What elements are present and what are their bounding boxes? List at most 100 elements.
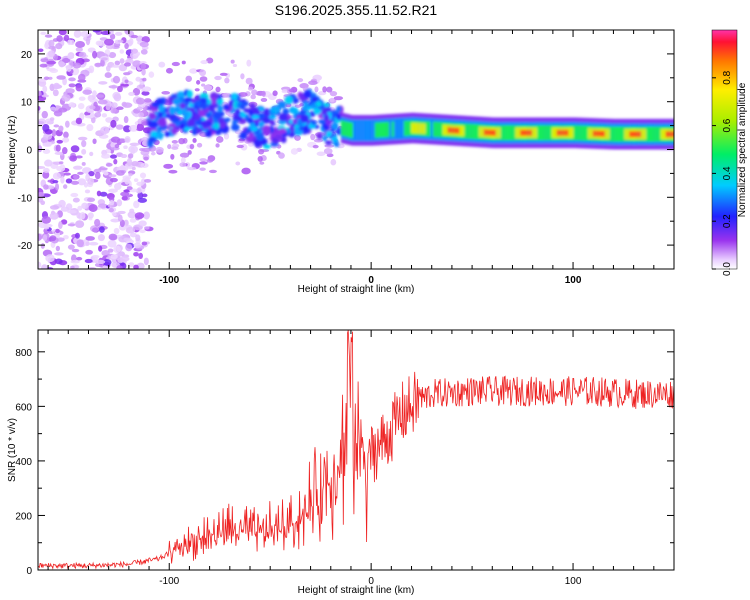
colorbar-tick-label: 0.2: [722, 214, 733, 228]
noise-blob: [76, 239, 84, 248]
noise-blob: [128, 173, 133, 177]
noise-blob: [70, 145, 80, 153]
noise-blob: [72, 174, 79, 180]
noise-blob: [63, 172, 71, 176]
noise-blob: [100, 59, 105, 67]
noise-blob: [51, 129, 57, 137]
noise-blob: [143, 257, 149, 266]
noise-blob: [115, 124, 124, 130]
noise-blob: [47, 50, 55, 58]
ridge-blob: [171, 127, 178, 135]
ridge-band: [665, 131, 669, 138]
noise-blob: [95, 94, 105, 98]
noise-blob: [72, 165, 83, 170]
noise-blob: [38, 118, 47, 126]
noise-blob: [111, 102, 118, 108]
noise-blob: [141, 121, 148, 126]
noise-blob: [142, 86, 152, 92]
ridge-band: [517, 127, 521, 139]
noise-blob: [130, 34, 138, 39]
noise-blob: [179, 162, 187, 168]
noise-blob: [129, 218, 137, 223]
ridge-band: [590, 128, 594, 139]
noise-blob: [209, 169, 217, 174]
noise-blob: [119, 219, 125, 228]
noise-blob: [109, 177, 118, 183]
noise-blob: [313, 138, 324, 143]
noise-blob: [85, 236, 95, 241]
y-tick-label: 0: [26, 146, 32, 157]
noise-blob: [123, 145, 128, 150]
noise-blob: [245, 77, 253, 85]
noise-blob: [161, 90, 171, 95]
ridge-band: [340, 120, 344, 136]
noise-blob: [85, 241, 90, 246]
noise-blob: [329, 97, 335, 103]
noise-blob: [65, 88, 75, 94]
noise-blob: [58, 221, 63, 230]
ridge-band: [522, 129, 526, 136]
noise-blob: [87, 197, 96, 202]
noise-blob: [199, 167, 206, 171]
noise-blob: [70, 265, 75, 269]
noise-blob: [120, 154, 128, 159]
ridge-blob: [324, 140, 333, 146]
noise-blob: [70, 180, 80, 185]
ridge-band: [541, 125, 545, 141]
noise-blob: [101, 113, 107, 118]
noise-blob: [75, 117, 83, 125]
noise-blob: [55, 228, 60, 234]
ridge-band: [556, 129, 560, 136]
ridge-band: [621, 126, 625, 142]
ridge-blob: [231, 120, 237, 125]
noise-blob: [137, 197, 148, 203]
noise-blob: [75, 84, 83, 92]
ridge-band: [667, 131, 671, 138]
ridge-blob: [176, 91, 186, 100]
ridge-band: [481, 126, 485, 138]
ridge-band: [425, 121, 429, 137]
noise-blob: [50, 106, 57, 111]
noise-blob: [61, 94, 71, 102]
noise-blob: [44, 226, 50, 230]
ridge-band: [464, 123, 468, 139]
noise-blob: [53, 124, 60, 128]
noise-blob: [60, 219, 68, 225]
noise-blob: [98, 245, 103, 252]
ridge-band: [457, 127, 460, 134]
colorbar: 0.0 0.2 0.4 0.6 0.8 Normalized spectral ampl…: [711, 29, 748, 276]
ridge-band: [430, 118, 434, 141]
noise-blob: [41, 110, 49, 119]
ridge-band: [539, 125, 543, 141]
noise-blob: [54, 258, 63, 265]
ridge-band: [476, 124, 480, 140]
noise-blob: [199, 161, 208, 165]
noise-blob: [108, 188, 118, 193]
ridge-band: [493, 129, 497, 136]
noise-blob: [123, 237, 132, 242]
ridge-blob: [179, 123, 186, 130]
noise-blob: [136, 84, 144, 90]
noise-blob: [108, 233, 118, 241]
ridge-band: [498, 127, 502, 139]
ridge-band: [445, 124, 448, 136]
noise-blob: [113, 93, 122, 102]
noise-blob: [294, 134, 301, 141]
noise-blob: [59, 164, 66, 172]
noise-blob: [70, 259, 80, 264]
ridge-band: [631, 131, 635, 138]
noise-blob: [110, 154, 117, 159]
ridge-band: [442, 124, 446, 136]
noise-blob: [138, 252, 143, 260]
noise-blob: [107, 239, 117, 248]
noise-blob: [128, 37, 134, 46]
ridge-blob: [231, 92, 238, 101]
ridge-band: [357, 119, 361, 142]
noise-blob: [247, 86, 254, 91]
ridge-band: [566, 129, 569, 136]
noise-blob: [45, 254, 55, 263]
ridge-band: [386, 121, 390, 138]
ridge-blob: [201, 102, 208, 110]
ridge-blob: [217, 105, 223, 113]
noise-blob: [330, 159, 337, 166]
